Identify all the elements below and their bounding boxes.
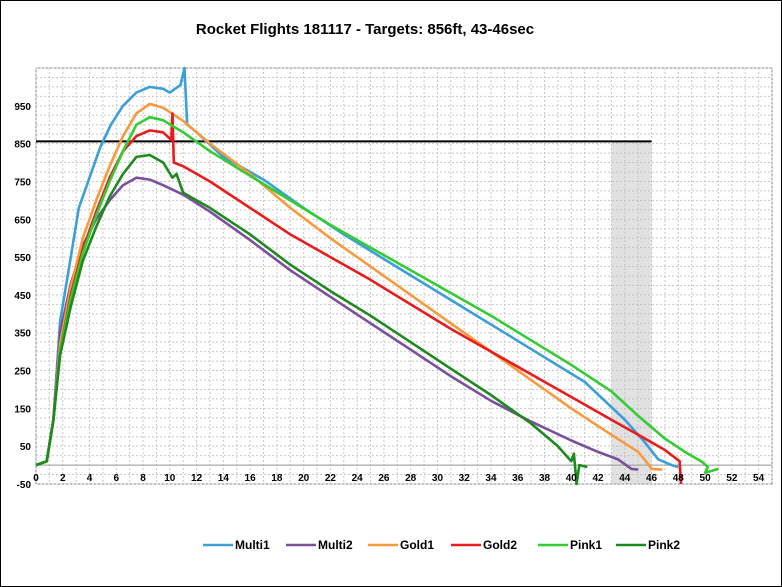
chart-title: Rocket Flights 181117 - Targets: 856ft, … (196, 21, 534, 38)
x-tick-label: 2 (60, 473, 66, 484)
legend-label: Gold2 (483, 538, 517, 552)
series-line-pink1 (35, 115, 719, 474)
x-tick-label: 30 (432, 473, 444, 484)
x-tick-label: 54 (753, 473, 765, 484)
legend-label: Multi1 (235, 538, 270, 552)
x-tick-label: 36 (512, 473, 524, 484)
x-tick-label: 24 (352, 473, 364, 484)
x-tick-label: 8 (140, 473, 146, 484)
x-tick-label: 16 (245, 473, 257, 484)
x-tick-label: 38 (539, 473, 551, 484)
x-tick-label: 4 (87, 473, 93, 484)
x-tick-label: 46 (646, 473, 658, 484)
y-tick-label: -50 (17, 480, 32, 491)
x-tick-label: 0 (33, 473, 39, 484)
x-tick-label: 6 (114, 473, 120, 484)
x-tick-label: 18 (271, 473, 283, 484)
x-tick-label: 26 (378, 473, 390, 484)
x-tick-label: 12 (191, 473, 203, 484)
x-tick-label: 22 (325, 473, 337, 484)
x-tick-label: 10 (164, 473, 176, 484)
legend-label: Gold1 (400, 538, 434, 552)
legend-label: Pink1 (570, 538, 602, 552)
x-tick-label: 48 (673, 473, 685, 484)
legend-label: Multi2 (318, 538, 353, 552)
x-tick-label: 44 (619, 473, 631, 484)
y-tick-label: 550 (14, 253, 31, 264)
x-tick-label: 40 (566, 473, 578, 484)
series-line-gold1 (35, 102, 663, 471)
x-tick-label: 50 (700, 473, 712, 484)
x-tick-label: 32 (459, 473, 471, 484)
x-tick-label: 42 (592, 473, 604, 484)
y-tick-label: 750 (14, 177, 31, 188)
y-tick-label: 150 (14, 404, 31, 415)
series-line-pink2 (35, 153, 588, 486)
legend-label: Pink2 (648, 538, 680, 552)
x-tick-label: 52 (726, 473, 738, 484)
x-tick-label: 34 (485, 473, 497, 484)
x-tick-label: 28 (405, 473, 417, 484)
y-tick-label: 650 (14, 215, 31, 226)
y-tick-label: 50 (20, 442, 32, 453)
y-tick-label: 850 (14, 140, 31, 151)
target-time-band (611, 141, 652, 484)
y-tick-label: 450 (14, 291, 31, 302)
x-tick-label: 20 (298, 473, 310, 484)
y-tick-label: 950 (14, 102, 31, 113)
x-tick-label: 14 (218, 473, 230, 484)
y-tick-label: 250 (14, 367, 31, 378)
y-tick-label: 350 (14, 329, 31, 340)
